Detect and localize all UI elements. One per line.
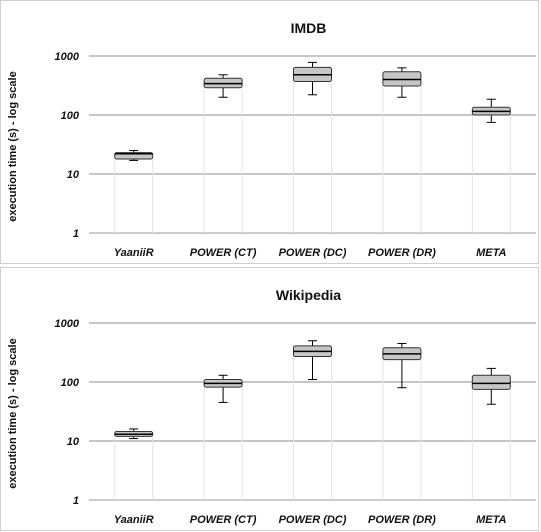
box-plot-power-dc	[293, 340, 332, 500]
y-tick-label: 1000	[55, 51, 80, 63]
x-tick-label: POWER (CT)	[190, 514, 257, 526]
box-plot-yaaniir	[114, 150, 154, 233]
x-tick-label: POWER (CT)	[190, 247, 257, 259]
x-tick-label: YaaniiR	[114, 247, 154, 259]
chart-panel-imdb: IMDB execution time (s) - log scale 1 10 100…	[0, 0, 539, 264]
x-tick-label: POWER (DR)	[368, 514, 436, 526]
y-tick-label: 1	[73, 228, 79, 240]
box-body	[471, 374, 511, 390]
x-tick-label: YaaniiR	[114, 514, 154, 526]
y-axis-label: execution time (s) - log scale	[7, 71, 19, 221]
y-tick-label: 100	[61, 377, 80, 389]
chart-title: Wikipedia	[276, 287, 341, 303]
y-tick-label: 100	[61, 110, 80, 122]
x-tick-label: META	[476, 247, 506, 259]
box-plot-power-dr	[382, 342, 422, 500]
box-plot-yaaniir	[114, 428, 154, 500]
chart-imdb: IMDB execution time (s) - log scale 1 10 100…	[7, 20, 536, 259]
chart-wikipedia: Wikipedia execution time (s) - log scale 1…	[7, 287, 536, 526]
x-tick-label: POWER (DC)	[279, 247, 347, 259]
x-tick-label: POWER (DC)	[279, 514, 347, 526]
y-tick-label: 10	[67, 169, 80, 181]
chart-panel-wikipedia: Wikipedia execution time (s) - log scale 1…	[0, 267, 539, 531]
y-tick-label: 10	[67, 436, 80, 448]
box-plot-meta	[471, 367, 511, 500]
x-tick-label: POWER (DR)	[368, 247, 436, 259]
box-plot-meta	[471, 98, 511, 233]
chart-title: IMDB	[291, 20, 327, 36]
y-axis-label: execution time (s) - log scale	[7, 338, 19, 488]
box-plot-power-dr	[382, 67, 422, 233]
x-tick-label: META	[476, 514, 506, 526]
y-tick-label: 1	[73, 495, 79, 507]
y-tick-label: 1000	[55, 318, 80, 330]
box-plot-power-dc	[293, 61, 332, 233]
box-plot-power-ct	[203, 74, 243, 233]
box-plot-power-ct	[203, 374, 243, 500]
